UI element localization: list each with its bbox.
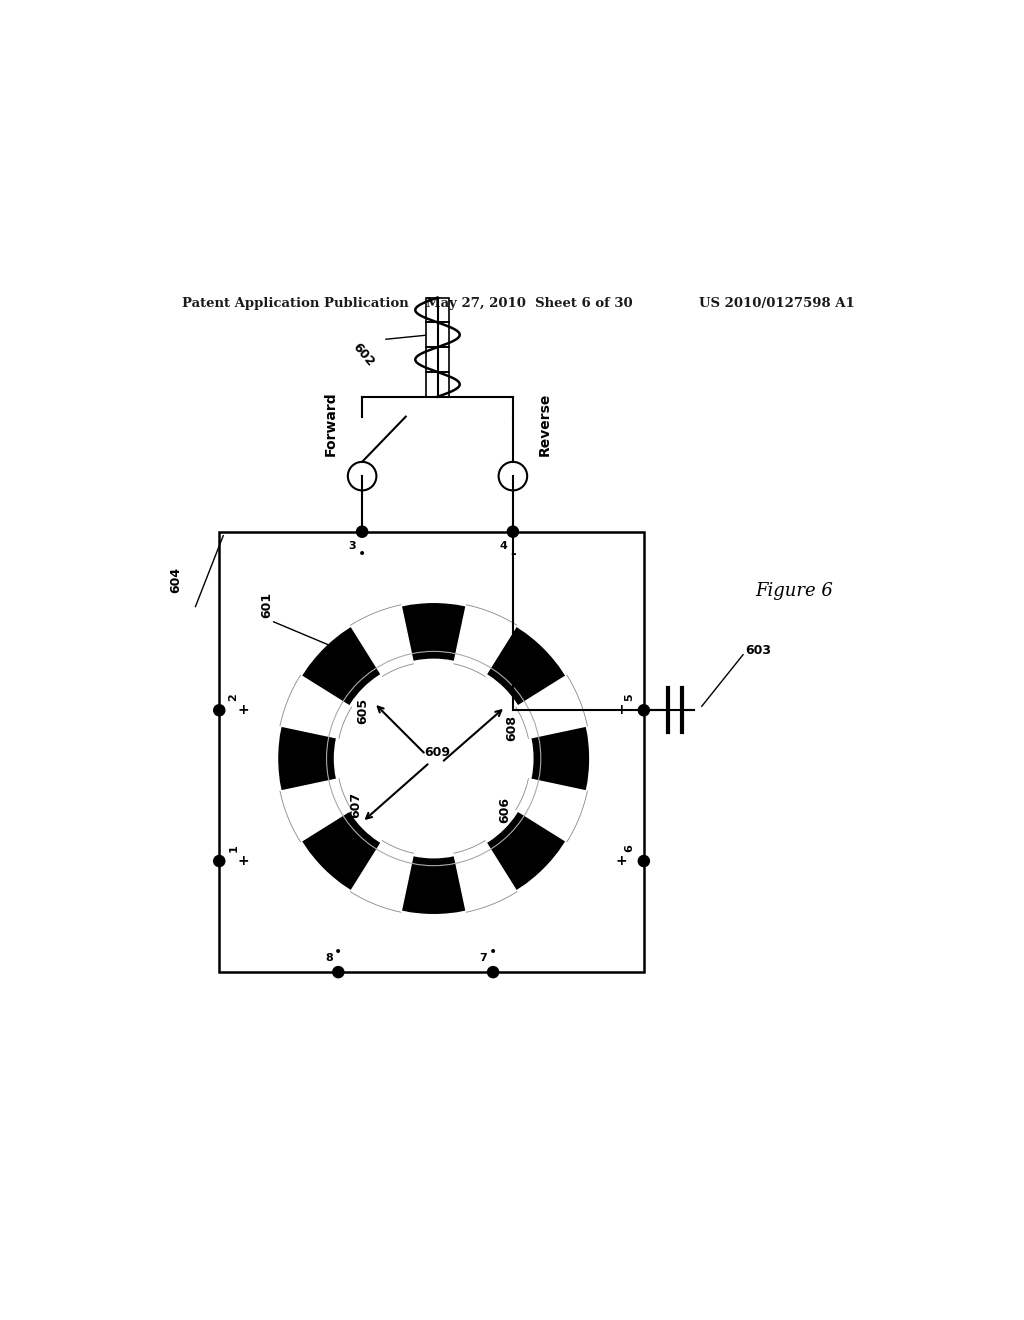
Polygon shape [350,841,414,912]
Text: 3: 3 [349,541,356,550]
Circle shape [487,966,499,978]
Circle shape [333,966,344,978]
Text: 8: 8 [325,953,333,962]
Circle shape [214,855,225,867]
Circle shape [356,527,368,537]
Text: •: • [488,945,498,960]
Text: 1: 1 [228,843,239,851]
Polygon shape [516,676,588,738]
Text: May 27, 2010  Sheet 6 of 30: May 27, 2010 Sheet 6 of 30 [426,297,632,310]
Text: 602: 602 [350,341,377,370]
Text: 7: 7 [479,953,487,962]
Text: Forward: Forward [324,392,337,457]
Text: 4: 4 [500,541,507,550]
Text: +: + [238,854,249,869]
Circle shape [335,659,532,858]
Text: 601: 601 [260,591,273,618]
Polygon shape [280,779,351,842]
Polygon shape [454,605,517,676]
Text: -: - [510,546,516,561]
Bar [426,322,450,347]
Text: +: + [615,704,628,717]
Text: 5: 5 [625,693,635,701]
Circle shape [214,705,225,715]
Bar [426,297,450,322]
Text: 603: 603 [745,644,771,657]
Text: 604: 604 [169,568,182,593]
Bar [219,532,644,972]
Text: +: + [238,704,249,717]
Text: 608: 608 [505,715,518,742]
Text: •: • [358,546,367,561]
Text: Patent Application Publication: Patent Application Publication [182,297,409,310]
Text: 607: 607 [349,792,362,817]
Text: 606: 606 [499,797,512,824]
Circle shape [638,705,649,715]
Text: 609: 609 [425,746,451,759]
Text: •: • [334,945,342,960]
Text: Reverse: Reverse [538,393,552,457]
Polygon shape [280,676,351,738]
Circle shape [507,527,518,537]
Polygon shape [516,779,588,842]
Text: Figure 6: Figure 6 [756,582,834,601]
Polygon shape [350,605,414,676]
Bar [426,347,450,372]
Circle shape [279,603,589,913]
Polygon shape [454,841,517,912]
Bar [426,372,450,397]
Text: +: + [615,854,628,869]
Text: 2: 2 [228,693,239,701]
Circle shape [638,855,649,867]
Text: 605: 605 [355,698,369,723]
Text: 6: 6 [625,843,635,851]
Text: US 2010/0127598 A1: US 2010/0127598 A1 [699,297,855,310]
